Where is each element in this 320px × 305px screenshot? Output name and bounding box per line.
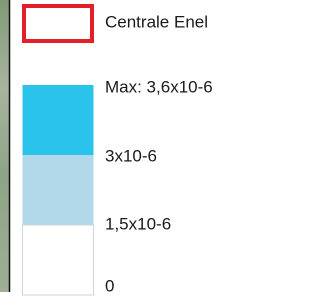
legend: Centrale Enel Max: 3,6x10-6 3x10-6 1,5x10-6… [0, 0, 259, 300]
scale-swatch [23, 85, 94, 155]
scale-label: 3x10-6 [105, 146, 157, 165]
marker-label: Centrale Enel [105, 12, 208, 31]
scale-swatch [23, 155, 94, 225]
scale-label: 0 [105, 276, 114, 295]
scale-label: 1,5x10-6 [105, 214, 171, 233]
scale-swatch [23, 225, 94, 295]
map-strip [0, 0, 9, 292]
marker-swatch [24, 6, 92, 41]
legend-content: Centrale Enel Max: 3,6x10-6 3x10-6 1,5x10-6… [23, 6, 213, 295]
scale-label: Max: 3,6x10-6 [105, 77, 213, 96]
